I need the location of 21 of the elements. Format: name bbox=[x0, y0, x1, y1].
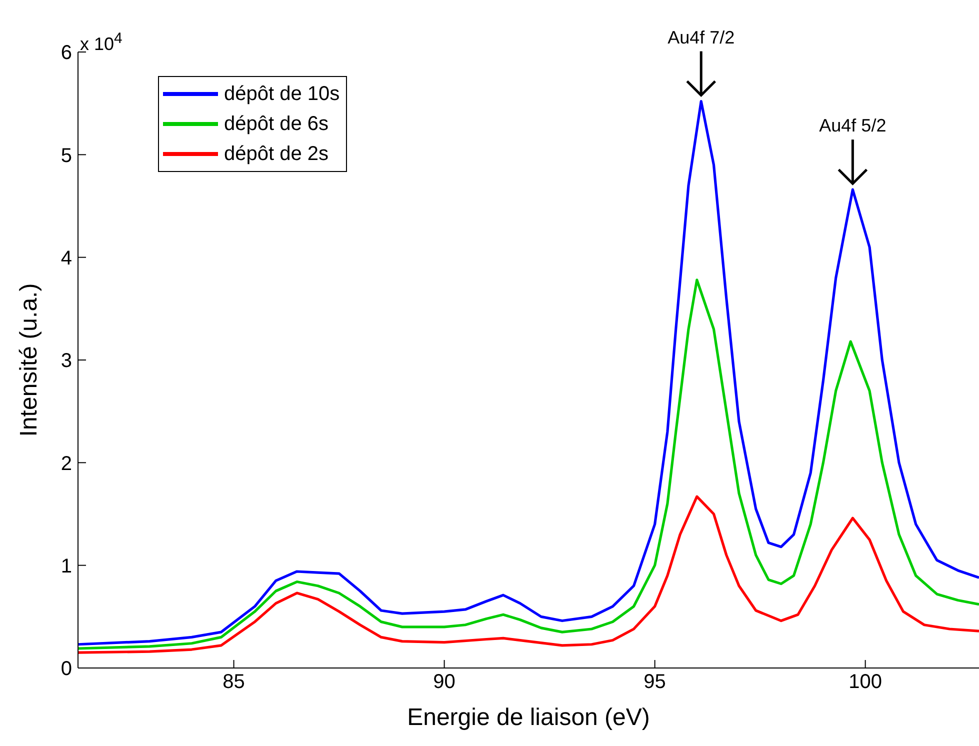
annotation: Au4f 7/2 bbox=[668, 27, 735, 48]
y-tick-label: 4 bbox=[60, 247, 72, 270]
line-series bbox=[78, 495, 979, 654]
x-axis-title: Energie de liaison (eV) bbox=[407, 704, 650, 732]
annotation: Au4f 5/2 bbox=[819, 116, 886, 136]
x-tick-label: 90 bbox=[433, 671, 456, 694]
x-tick-label: 85 bbox=[222, 671, 245, 694]
y-tick-label: 1 bbox=[60, 555, 72, 578]
line-series bbox=[78, 278, 979, 650]
y-tick-label: 6 bbox=[60, 42, 72, 64]
legend-label: dépôt de 6s bbox=[224, 112, 329, 136]
y-axis-title: Intensité (u.a.) bbox=[16, 283, 43, 437]
annotation: x 10$^{4}$ bbox=[80, 30, 122, 55]
y-tick-label: 2 bbox=[60, 452, 72, 475]
x-tick-label: 95 bbox=[644, 671, 666, 694]
y-tick-label: 0 bbox=[60, 658, 72, 680]
legend-label: dépôt de 2s bbox=[224, 142, 329, 166]
y-tick-label: 3 bbox=[60, 350, 72, 372]
x-tick-label: 100 bbox=[848, 671, 882, 694]
y-tick-label: 5 bbox=[60, 144, 72, 167]
legend-label: dépôt de 10s bbox=[224, 82, 340, 106]
